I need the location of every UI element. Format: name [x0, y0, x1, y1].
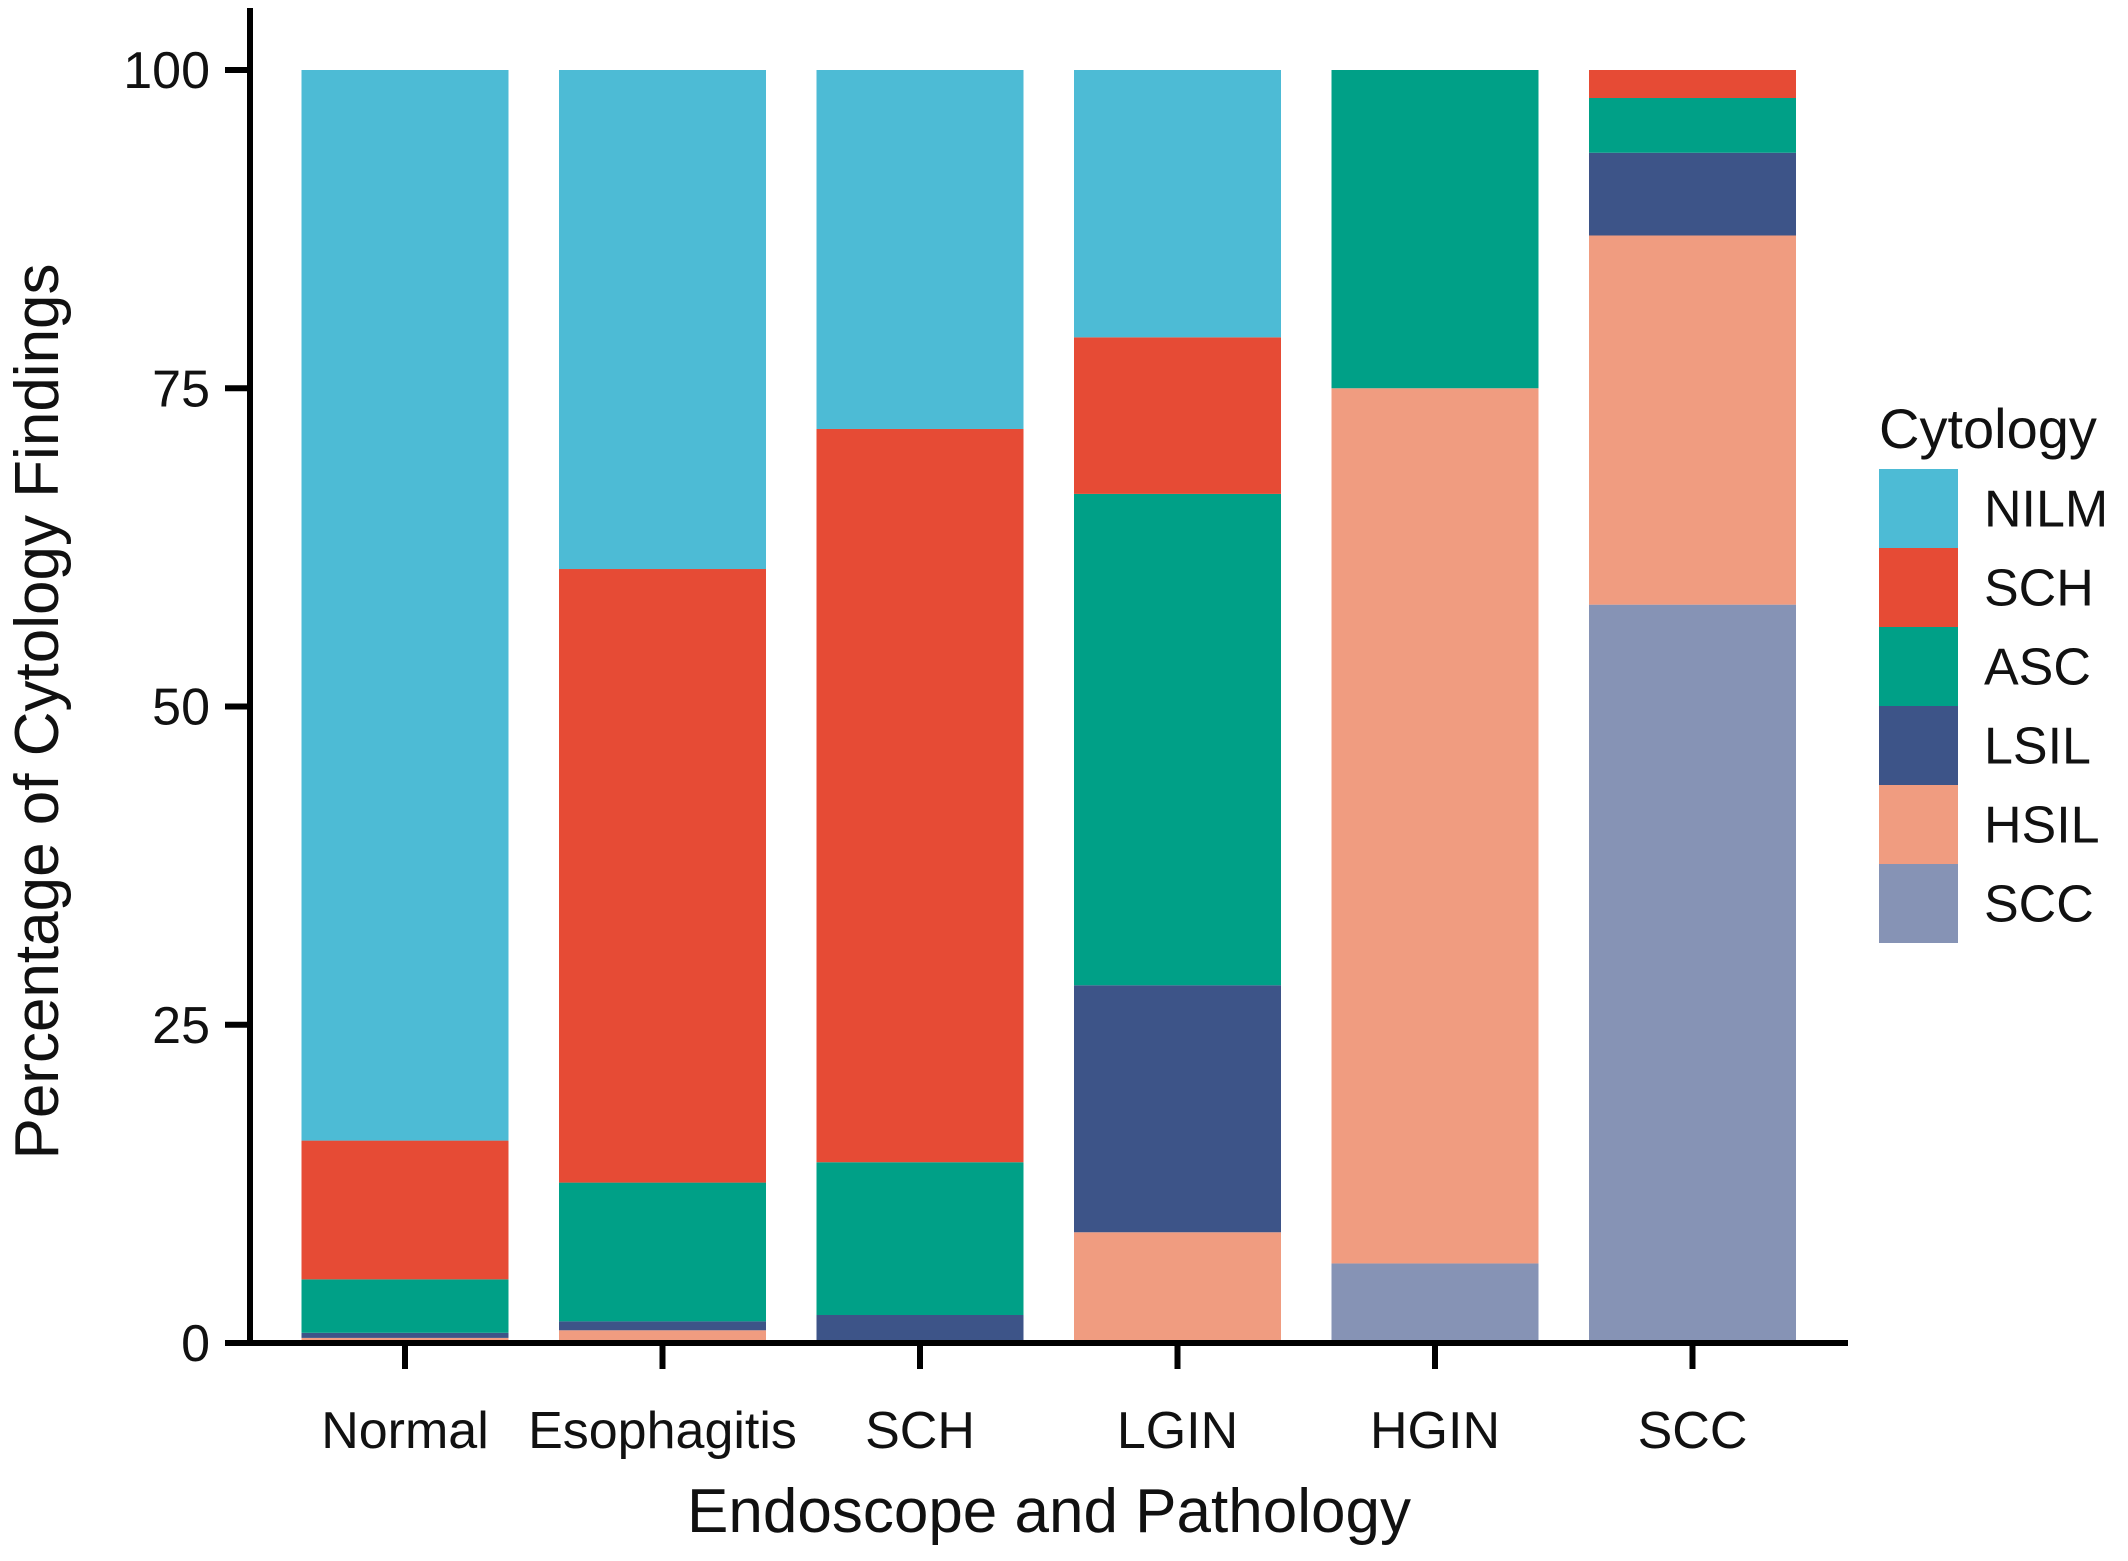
bars-group — [301, 70, 1796, 1343]
bar-segment-scc-scc — [1589, 604, 1796, 1343]
bar-segment-sch-sch — [816, 428, 1024, 1163]
bar-segment-hgin-asc — [1331, 70, 1539, 389]
bar-segment-lgin-asc — [1074, 493, 1281, 986]
x-tick-label-scc: SCC — [1638, 1402, 1748, 1460]
bar-segment-lgin-sch — [1074, 337, 1281, 494]
x-tick-label-lgin: LGIN — [1117, 1402, 1238, 1460]
bar-segment-esophagitis-lsil — [559, 1321, 766, 1331]
legend-key-hsil — [1879, 785, 1958, 864]
legend-label-hsil: HSIL — [1984, 797, 2100, 855]
bar-segment-hgin-scc — [1331, 1263, 1539, 1343]
bar-segment-normal-sch — [301, 1140, 509, 1280]
legend-label-lsil: LSIL — [1984, 718, 2091, 776]
bar-segment-hgin-hsil — [1331, 388, 1539, 1264]
x-tick-label-hgin: HGIN — [1370, 1402, 1500, 1460]
legend-label-nilm: NILM — [1984, 481, 2108, 539]
legend-label-sch: SCH — [1984, 560, 2094, 618]
legend-key-asc — [1879, 627, 1958, 706]
bar-segment-esophagitis-sch — [559, 569, 766, 1183]
y-tick-label-75: 75 — [152, 360, 210, 418]
bar-segment-scc-sch — [1589, 70, 1796, 99]
axes-group: 0 25 50 75 100 Normal Esophagitis SCH LGIN HGIN SC… — [3, 8, 1848, 1546]
bar-segment-esophagitis-nilm — [559, 70, 766, 570]
legend-key-nilm — [1879, 469, 1958, 548]
bar-segment-normal-asc — [301, 1279, 509, 1333]
y-tick-label-100: 100 — [123, 42, 210, 100]
bar-segment-esophagitis-hsil — [559, 1330, 766, 1343]
y-tick-label-50: 50 — [152, 679, 210, 737]
x-tick-label-normal: Normal — [321, 1402, 489, 1460]
x-tick-label-esophagitis: Esophagitis — [528, 1402, 797, 1460]
y-axis-title: Percentage of Cytology Findings — [3, 263, 72, 1159]
legend-label-asc: ASC — [1984, 639, 2091, 697]
legend-label-scc: SCC — [1984, 876, 2094, 934]
legend-key-lsil — [1879, 706, 1958, 785]
x-tick-label-sch: SCH — [865, 1402, 975, 1460]
bar-segment-normal-nilm — [301, 70, 509, 1141]
bar-segment-lgin-hsil — [1074, 1232, 1281, 1343]
bar-segment-esophagitis-asc — [559, 1182, 766, 1322]
legend: Cytology NILM SCH ASC LSIL HSIL SCC — [1879, 397, 2108, 943]
bar-segment-lgin-lsil — [1074, 985, 1281, 1233]
legend-key-sch — [1879, 548, 1958, 627]
bar-segment-sch-lsil — [816, 1314, 1024, 1343]
bar-segment-scc-hsil — [1589, 235, 1796, 605]
y-tick-label-25: 25 — [152, 997, 210, 1055]
bar-segment-scc-asc — [1589, 98, 1796, 153]
bar-segment-sch-asc — [816, 1162, 1024, 1315]
bar-segment-sch-nilm — [816, 70, 1024, 429]
legend-title: Cytology — [1879, 397, 2097, 460]
x-axis-title: Endoscope and Pathology — [687, 1477, 1411, 1546]
legend-key-scc — [1879, 864, 1958, 943]
bar-segment-lgin-nilm — [1074, 70, 1281, 338]
y-tick-label-0: 0 — [181, 1315, 210, 1373]
bar-segment-normal-lsil — [301, 1332, 509, 1338]
bar-segment-scc-lsil — [1589, 152, 1796, 236]
